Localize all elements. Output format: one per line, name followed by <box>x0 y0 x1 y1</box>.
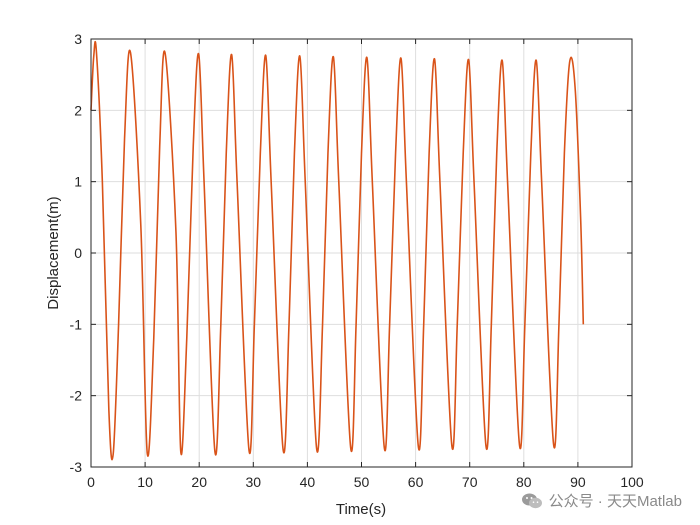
x-axis-label: Time(s) <box>336 501 386 518</box>
y-tick-label: -1 <box>70 316 83 332</box>
x-tick-label: 10 <box>137 474 153 490</box>
y-tick-label: 1 <box>74 174 82 190</box>
x-tick-label: 50 <box>354 474 370 490</box>
x-tick-label: 30 <box>246 474 262 490</box>
y-tick-label: -3 <box>70 459 83 475</box>
x-tick-label: 40 <box>300 474 316 490</box>
watermark-text: 公众号 · 天天Matlab <box>548 493 682 510</box>
series-layer <box>90 40 585 461</box>
x-tick-label: 0 <box>87 474 95 490</box>
x-tick-label: 90 <box>570 474 586 490</box>
x-tick-label: 20 <box>191 474 207 490</box>
wechat-icon <box>521 493 542 508</box>
watermark: 公众号 · 天天Matlab <box>521 490 682 511</box>
y-tick-label: 2 <box>74 102 82 118</box>
tick-marks <box>90 38 633 468</box>
tick-labels: 0 10 20 30 40 50 60 70 80 90 100 -3 -2 -1 0 1 2 3 <box>70 31 644 490</box>
y-tick-label: -2 <box>70 388 83 404</box>
x-tick-label: 100 <box>620 474 644 490</box>
x-tick-label: 80 <box>516 474 532 490</box>
x-tick-label: 70 <box>462 474 478 490</box>
y-tick-label: 3 <box>74 31 82 47</box>
y-axis-label: Displacement(m) <box>45 196 62 309</box>
x-tick-label: 60 <box>408 474 424 490</box>
series-line <box>90 40 585 461</box>
y-tick-label: 0 <box>74 245 82 261</box>
